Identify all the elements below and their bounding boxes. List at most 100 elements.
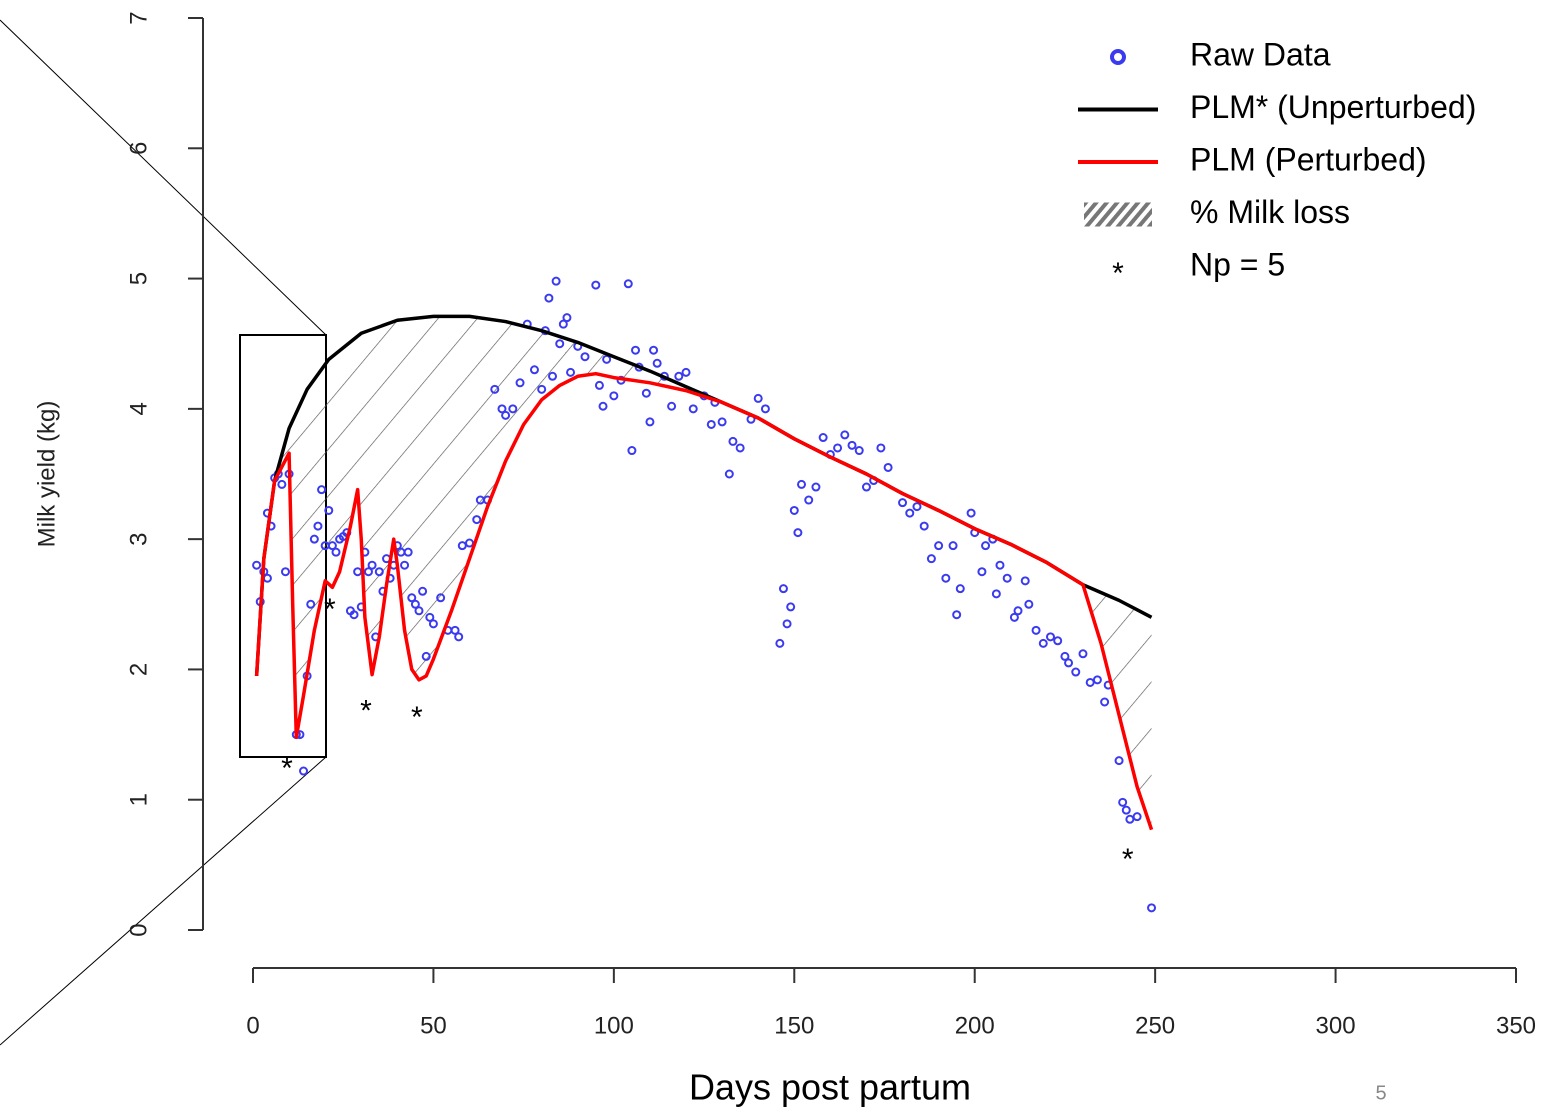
- raw-data-point: [934, 541, 944, 551]
- raw-data-point: [428, 619, 438, 629]
- raw-data-point: [1060, 651, 1070, 661]
- legend-label: PLM (Perturbed): [1190, 141, 1427, 177]
- raw-data-point: [1031, 625, 1041, 635]
- raw-data-point: [349, 610, 359, 620]
- raw-data-point: [667, 401, 677, 411]
- raw-data-point: [1064, 658, 1074, 668]
- raw-data-point: [1013, 606, 1023, 616]
- raw-data-point: [309, 534, 319, 544]
- raw-data-point: [1121, 805, 1131, 815]
- legend-label: Np = 5: [1190, 246, 1285, 282]
- legend-label: Raw Data: [1190, 36, 1331, 72]
- raw-data-point: [981, 541, 991, 551]
- perturbation-marker: *: [281, 752, 293, 785]
- x-axis-label: Days post partum: [689, 1067, 971, 1108]
- raw-data-point: [558, 319, 568, 329]
- raw-data-point: [818, 433, 828, 443]
- raw-data-point: [508, 404, 518, 414]
- legend-symbol: [1084, 202, 1152, 227]
- raw-data-point: [1045, 632, 1055, 642]
- y-tick-label: 0: [125, 923, 152, 936]
- raw-data-point: [418, 586, 428, 596]
- raw-data-point: [649, 345, 659, 355]
- raw-data-point: [778, 584, 788, 594]
- raw-data-point: [529, 365, 539, 375]
- raw-data-point: [912, 502, 922, 512]
- raw-data-point: [681, 367, 691, 377]
- raw-data-point: [688, 404, 698, 414]
- raw-data-point: [641, 388, 651, 398]
- raw-data-point: [277, 479, 287, 489]
- raw-data-point: [594, 380, 604, 390]
- raw-data-point: [847, 440, 857, 450]
- perturbation-marker: *: [324, 593, 336, 626]
- y-axis-label: Milk yield (kg): [33, 401, 60, 548]
- raw-data-point: [833, 443, 843, 453]
- raw-data-point: [955, 584, 965, 594]
- raw-data-point: [324, 505, 334, 515]
- raw-data-point: [490, 384, 500, 394]
- raw-data-point: [1078, 649, 1088, 659]
- raw-data-point: [1002, 573, 1012, 583]
- raw-data-point: [262, 573, 272, 583]
- raw-data-point: [1118, 797, 1128, 807]
- raw-data-point: [465, 538, 475, 548]
- x-tick-label: 250: [1135, 1012, 1175, 1039]
- raw-data-point: [580, 352, 590, 362]
- x-tick-label: 350: [1496, 1012, 1536, 1039]
- perturbation-marker: *: [411, 701, 423, 734]
- page-number: 5: [1375, 1082, 1386, 1104]
- raw-data-point: [1020, 576, 1030, 586]
- legend-symbol: [1110, 49, 1126, 65]
- raw-data-point: [306, 599, 316, 609]
- zoom-line: [0, 756, 327, 1046]
- raw-data-point: [786, 602, 796, 612]
- raw-data-point: [425, 612, 435, 622]
- raw-data-point: [454, 632, 464, 642]
- legend-symbol: *: [1112, 257, 1124, 290]
- raw-data-point: [977, 567, 987, 577]
- raw-data-point: [450, 625, 460, 635]
- raw-data-point: [760, 404, 770, 414]
- perturbation-marker: *: [360, 695, 372, 728]
- raw-data-point: [926, 554, 936, 564]
- raw-data-point: [436, 593, 446, 603]
- y-tick-label: 3: [125, 532, 152, 545]
- raw-data-point: [537, 384, 547, 394]
- raw-data-point: [353, 567, 363, 577]
- raw-data-point: [948, 541, 958, 551]
- raw-data-point: [854, 446, 864, 456]
- x-tick-label: 100: [594, 1012, 634, 1039]
- raw-data-point: [652, 358, 662, 368]
- milk-loss-area: [256, 316, 1152, 830]
- raw-data-point: [1024, 599, 1034, 609]
- raw-data-point: [898, 498, 908, 508]
- raw-data-point: [840, 430, 850, 440]
- raw-data-point: [627, 446, 637, 456]
- y-tick-label: 5: [125, 272, 152, 285]
- raw-data-point: [414, 606, 424, 616]
- raw-data-point: [1085, 677, 1095, 687]
- y-tick-label: 2: [125, 663, 152, 676]
- raw-data-point: [566, 367, 576, 377]
- raw-data-point: [797, 479, 807, 489]
- raw-data-point: [717, 417, 727, 427]
- raw-data-point: [1147, 903, 1157, 913]
- raw-data-point: [995, 560, 1005, 570]
- raw-data-point: [562, 313, 572, 323]
- raw-data-point: [374, 567, 384, 577]
- raw-data-point: [905, 508, 915, 518]
- x-tick-label: 150: [774, 1012, 814, 1039]
- x-tick-label: 300: [1316, 1012, 1356, 1039]
- raw-data-point: [1071, 667, 1081, 677]
- raw-data-point: [400, 560, 410, 570]
- raw-data-point: [991, 589, 1001, 599]
- x-tick-label: 50: [420, 1012, 447, 1039]
- raw-data-point: [1132, 812, 1142, 822]
- raw-data-point: [598, 401, 608, 411]
- y-tick-label: 7: [125, 11, 152, 24]
- raw-data-point: [728, 436, 738, 446]
- raw-data-point: [410, 599, 420, 609]
- legend-label: PLM* (Unperturbed): [1190, 89, 1476, 125]
